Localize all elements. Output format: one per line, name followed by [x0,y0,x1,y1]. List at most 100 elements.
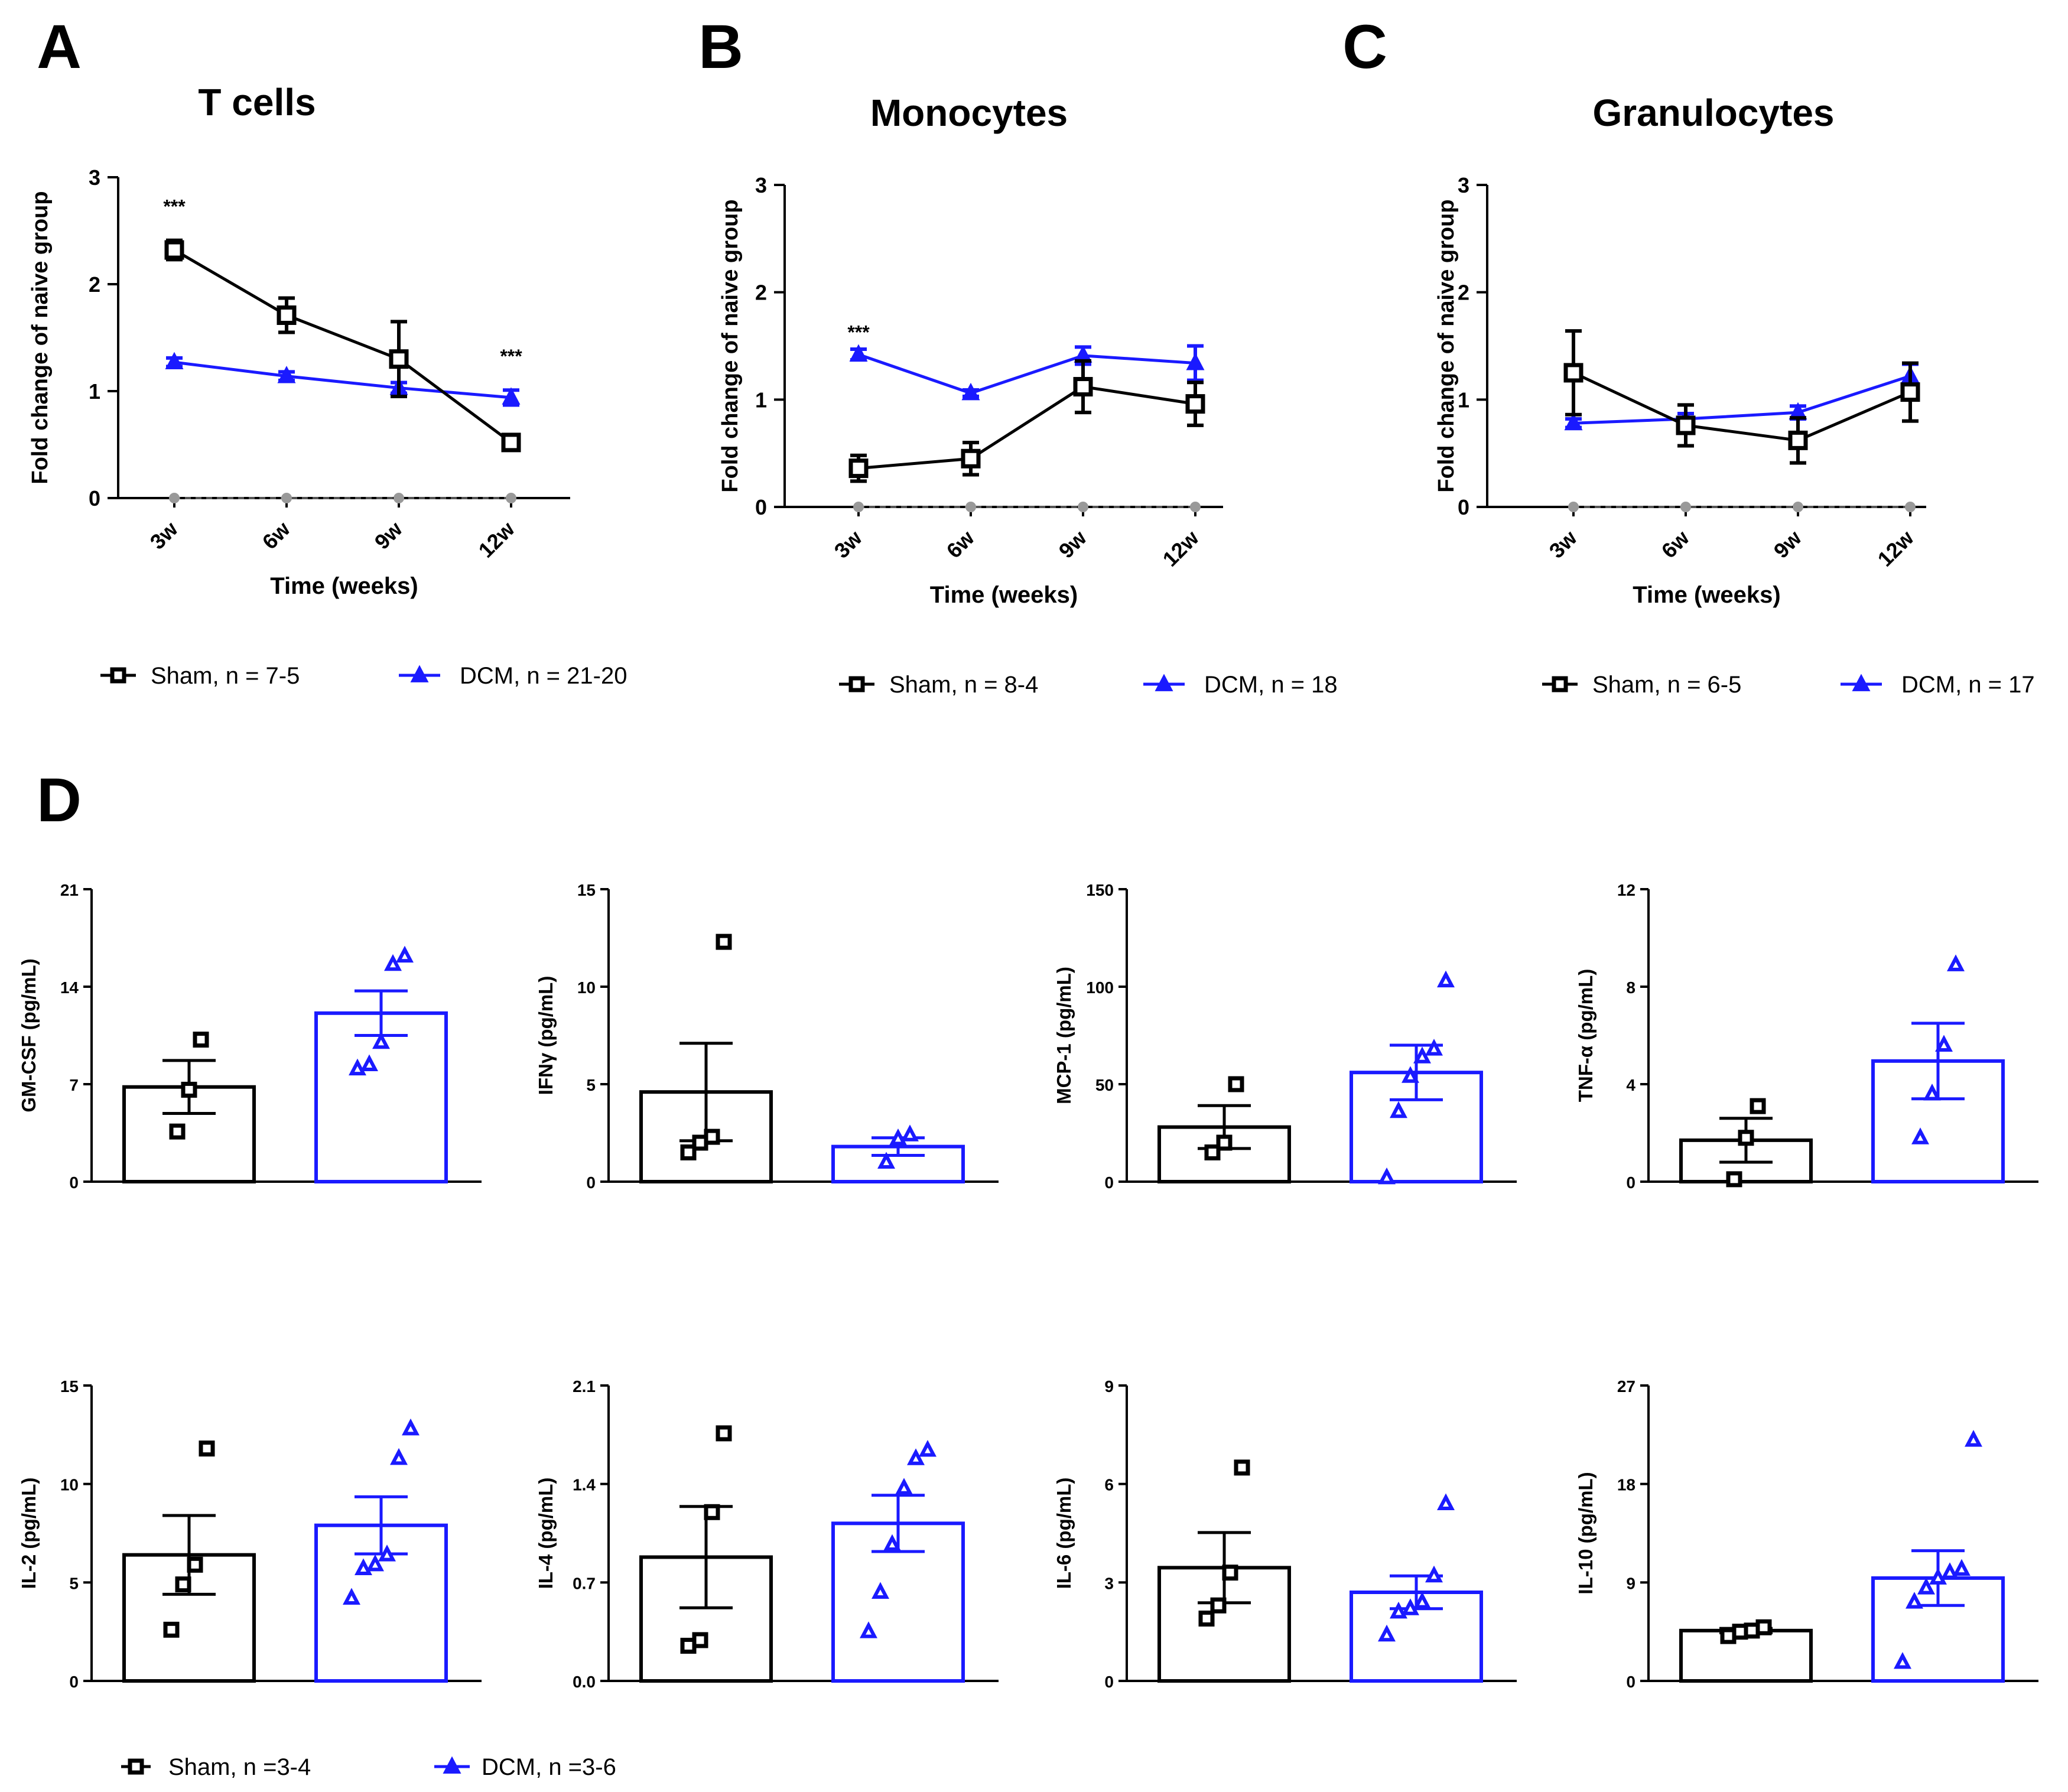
data-point [1185,394,1205,414]
bar-group-sham [1679,1098,1813,1188]
data-point [704,1128,720,1145]
bar-group-dcm [314,1418,448,1683]
bar-chart-7: 0 3 6 9 IL-6 (pg/mL) [1053,1377,1517,1691]
data-point [1726,1171,1742,1188]
y-tick-label: 6 [1104,1476,1114,1494]
bar [1350,1071,1483,1183]
y-tick-label: 0 [1104,1673,1114,1691]
data-point [1680,502,1691,512]
y-tick-label: 1 [755,388,767,412]
data-point [389,349,409,369]
y-tick-label: 2.1 [573,1377,596,1396]
data-point [907,1448,925,1465]
bar-group-sham [1157,1076,1291,1183]
series-line [173,248,512,444]
data-point [1216,1134,1233,1151]
legend-label-dcm: DCM, n =3-6 [482,1754,616,1780]
bar-group-sham [122,1032,256,1183]
data-point [1204,1144,1221,1160]
series-sham [848,359,1205,483]
data-point [372,1032,390,1049]
y-tick-label: 0 [1626,1673,1635,1691]
y-tick-label: 150 [1086,881,1114,899]
series-naive [853,502,1201,512]
data-point [1568,502,1579,512]
y-tick-label: 9 [1626,1574,1635,1592]
data-point [1413,1592,1431,1609]
data-point [501,432,521,453]
legend-marker-dcm [443,1756,461,1774]
data-point [1564,412,1583,431]
y-tick-label: 27 [1617,1377,1635,1396]
y-tick-label: 100 [1086,978,1114,997]
y-tick-label: 3 [89,165,100,190]
y-axis-label: MCP-1 (pg/mL) [1053,967,1075,1104]
series-line [858,353,1196,395]
legend: Sham, n = 6-5 DCM, n = 17 [1542,672,2035,698]
data-point [919,1440,937,1457]
significance-label: *** [163,196,186,217]
bar-group-sham [1679,1619,1813,1683]
data-point [965,502,976,512]
data-point [1676,415,1696,435]
y-tick-label: 0.7 [573,1574,596,1592]
legend-label-sham: Sham, n = 6-5 [1592,672,1741,698]
panel-label-D: D [37,766,82,835]
y-tick-label: 10 [60,1476,79,1494]
data-point [181,1081,197,1098]
series-line [174,360,512,399]
y-tick-label: 0 [69,1673,79,1691]
data-point [716,1425,732,1442]
data-point [277,366,296,383]
y-tick-label: 10 [577,978,596,997]
data-point [1186,353,1205,370]
data-point [169,1123,186,1140]
data-point [716,934,732,950]
data-point [175,1576,191,1593]
y-tick-label: 12 [1617,881,1635,899]
y-tick-label: 0 [69,1173,79,1192]
data-point [1929,1567,1947,1585]
data-point [1738,1130,1754,1146]
data-point [901,1124,919,1141]
y-tick-label: 7 [69,1076,79,1094]
y-axis-label: TNF-α (pg/mL) [1575,969,1596,1102]
y-tick-label: 5 [69,1574,79,1592]
legend: Sham, n = 8-4 DCM, n = 18 [839,672,1338,698]
data-point [877,1152,895,1169]
data-point [1402,1066,1419,1083]
data-point [187,1556,203,1573]
y-axis-label: IFNγ (pg/mL) [535,976,557,1095]
data-point [1190,502,1201,512]
bar-group-dcm [831,1440,965,1683]
data-point [872,1582,889,1599]
y-tick-label: 8 [1626,978,1635,997]
y-tick-label: 0 [586,1173,596,1192]
y-tick-label: 21 [60,881,79,899]
data-point [704,1504,720,1520]
y-tick-label: 14 [60,978,79,997]
bar-chart-4: 0 4 8 12 TNF-α (pg/mL) [1575,881,2038,1192]
data-point [1755,1619,1772,1635]
panel-label-C: C [1342,12,1387,82]
panel-label-A: A [37,12,82,82]
data-point [1425,1565,1443,1583]
x-axis-label: Time (weeks) [930,582,1078,608]
significance-label: *** [847,322,870,343]
data-point [366,1554,384,1572]
y-tick-label: 0.0 [573,1673,596,1691]
data-point [1437,1493,1455,1510]
data-point [680,1144,697,1160]
y-axis-label: IL-6 (pg/mL) [1053,1478,1075,1589]
legend: Sham, n = 7-5 DCM, n = 21-20 [100,663,627,689]
legend-d: Sham, n =3-4 DCM, n =3-6 [121,1754,616,1780]
data-point [1198,1610,1215,1627]
series-naive [169,493,516,503]
data-point [1900,382,1920,402]
data-point [895,1478,913,1495]
y-tick-label: 4 [1626,1076,1635,1094]
data-point [384,954,402,971]
y-tick-label: 2 [1458,281,1469,305]
y-tick-label: 3 [1104,1574,1114,1592]
